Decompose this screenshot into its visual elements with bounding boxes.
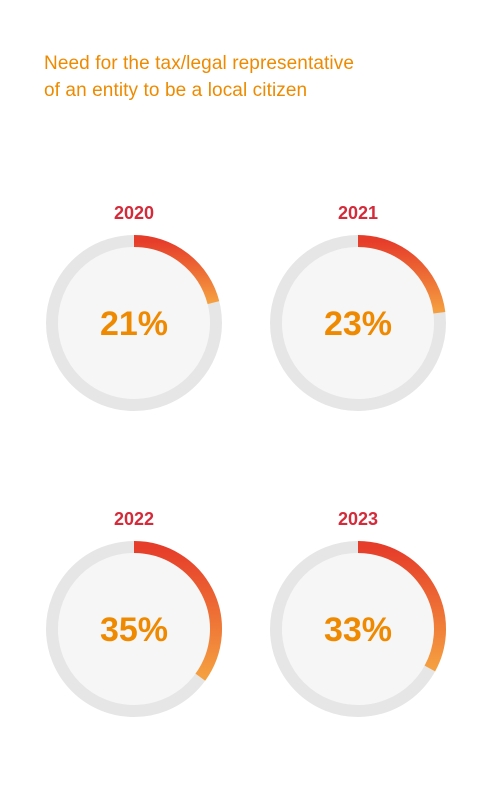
percent-label: 35% [100,611,168,649]
percent-label: 33% [324,611,392,649]
donut-chart-2021: 2021 23% [268,203,448,433]
donut-value-arc [133,541,222,681]
percent-label: 21% [100,305,168,343]
donut-svg: 35% [46,541,222,717]
donut-chart-2023: 2023 33% [268,509,448,739]
year-label: 2023 [337,509,379,529]
donut-inner [58,553,210,705]
donut-chart-2020: 2020 21% [44,203,224,433]
donut-chart-2022: 2022 35% [44,509,224,739]
year-label: 2022 [113,509,155,529]
donut-inner [282,553,434,705]
donut-inner [282,247,434,399]
chart-title: Need for the tax/legal representative of… [44,50,464,104]
year-label: 2020 [113,203,155,223]
donut-svg: 23% [270,235,446,411]
donut-svg: 21% [46,235,222,411]
donut-value-arc [357,541,446,672]
donut-value-arc [133,235,220,305]
percent-label: 23% [324,305,392,343]
donut-inner [58,247,210,399]
donut-value-arc [357,235,446,314]
chart-title-line-2: of an entity to be a local citizen [44,80,308,101]
chart-title-line-1: Need for the tax/legal representative [44,53,354,74]
donut-svg: 33% [270,541,446,717]
year-label: 2021 [337,203,379,223]
